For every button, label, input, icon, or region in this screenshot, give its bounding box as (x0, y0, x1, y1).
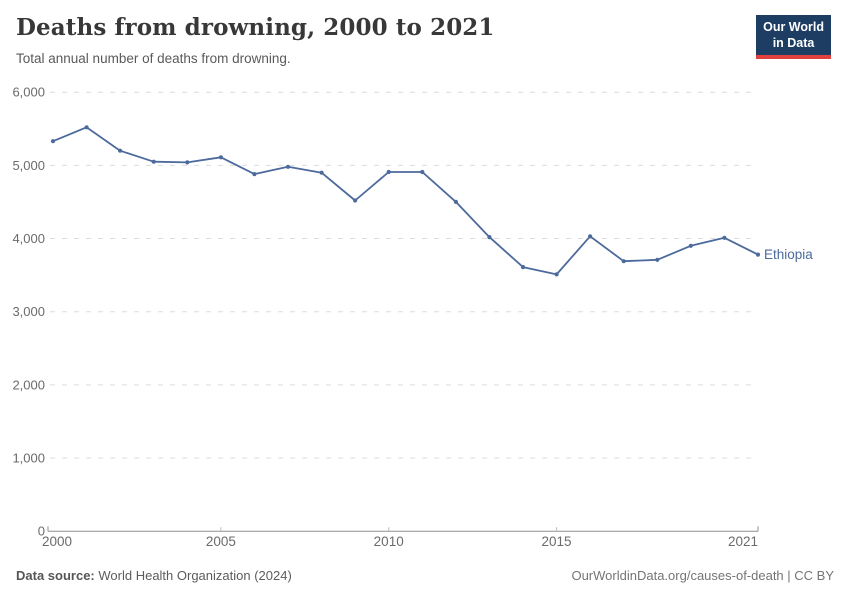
data-point-marker (151, 159, 156, 164)
data-point-marker (655, 257, 660, 262)
data-source-value: World Health Organization (2024) (98, 568, 292, 583)
y-tick-label: 1,000 (12, 451, 45, 466)
owid-logo-line2: in Data (772, 36, 815, 51)
data-point-marker (554, 272, 559, 277)
data-point-marker (487, 235, 492, 240)
data-point-marker (84, 125, 89, 130)
data-point-marker (722, 235, 727, 240)
data-point-marker (386, 169, 391, 175)
data-point-marker (420, 169, 425, 175)
y-tick-label: 0 (38, 524, 45, 539)
data-point-marker (588, 234, 593, 239)
data-point-marker (621, 259, 626, 264)
data-point-marker (50, 139, 56, 144)
data-source: Data source: World Health Organization (… (16, 568, 292, 583)
data-source-label: Data source: (16, 568, 95, 583)
data-point-marker (285, 164, 291, 169)
series-end-label: Ethiopia (764, 247, 813, 262)
page-title: Deaths from drowning, 2000 to 2021 (16, 14, 495, 41)
data-point-marker (118, 148, 123, 153)
chart-subtitle: Total annual number of deaths from drown… (16, 51, 291, 66)
x-tick-label: 2010 (374, 534, 404, 549)
data-point-marker (185, 160, 190, 165)
y-tick-label: 3,000 (12, 304, 45, 319)
data-line (52, 126, 759, 276)
credit-link[interactable]: OurWorldinData.org/causes-of-death | CC … (571, 568, 834, 583)
data-point-marker (755, 252, 761, 257)
data-point-marker (520, 265, 526, 270)
y-tick-label: 6,000 (12, 85, 45, 100)
data-point-marker (688, 243, 693, 248)
owid-logo-line1: Our World (763, 20, 824, 34)
y-tick-label: 5,000 (12, 158, 45, 173)
x-tick-label: 2015 (542, 534, 572, 549)
owid-logo[interactable]: Our World in Data (756, 15, 831, 59)
data-point-marker (252, 172, 257, 177)
data-point-marker (453, 199, 458, 204)
data-point-marker (218, 155, 223, 160)
data-point-marker (319, 170, 324, 175)
data-point-marker (353, 198, 358, 203)
x-tick-label: 2005 (206, 534, 236, 549)
x-tick-label: 2021 (728, 534, 758, 549)
y-tick-label: 2,000 (12, 377, 45, 392)
x-tick-label: 2000 (42, 534, 72, 549)
y-tick-label: 4,000 (12, 231, 45, 246)
